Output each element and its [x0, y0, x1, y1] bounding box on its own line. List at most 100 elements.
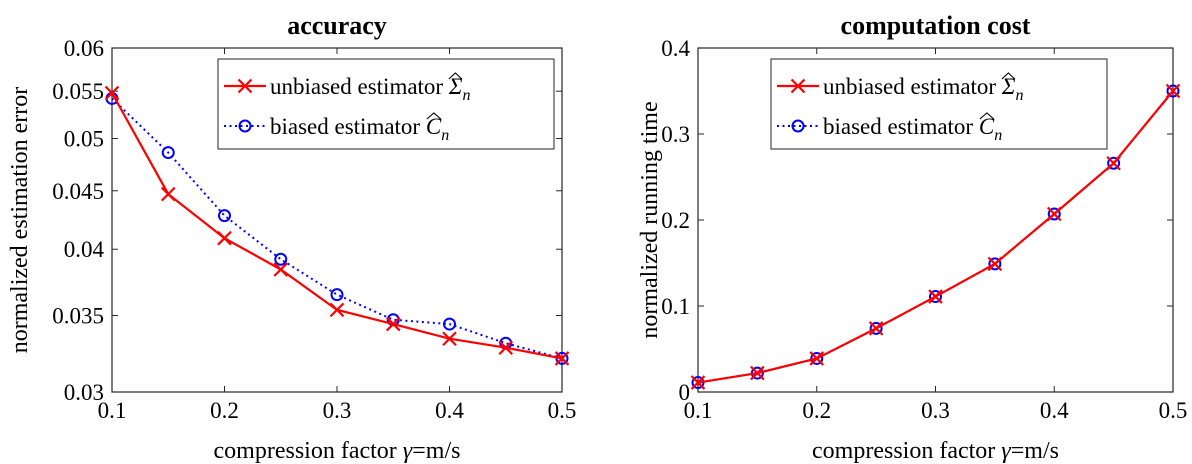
y-tick-label: 0.05: [64, 126, 104, 151]
legend-entry-subscript: n: [463, 87, 471, 104]
legend-entry-subscript: n: [1016, 87, 1024, 104]
data-point-circle: [443, 317, 456, 331]
x-axis-label: compression factor γ=m/s: [214, 438, 461, 464]
cross-stroke: [554, 351, 570, 366]
legend-entry-symbol: C: [979, 114, 995, 139]
cross-stroke: [104, 85, 120, 101]
data-point-cross: [868, 321, 884, 336]
x-tick-label: 0.1: [98, 398, 127, 423]
x-tick-label: 0.5: [548, 398, 577, 423]
y-axis-label: normalized estimation error: [7, 87, 33, 354]
y-tick-label: 0.035: [52, 303, 104, 328]
x-axis-label-symbol: γ: [403, 438, 413, 464]
cross-stroke: [329, 302, 345, 318]
chart-panel-1: 0.1 0.2 0.3 0.4 0.5 0.03 0.035 0.04 0.045 0.05 0.0…: [7, 11, 576, 464]
y-tick-label: 0.04: [64, 237, 105, 262]
y-tick-label: 0.045: [52, 179, 104, 204]
data-point-cross: [554, 351, 570, 366]
y-tick-label: 0: [679, 380, 691, 405]
chart-title: accuracy: [287, 11, 387, 40]
x-axis-label-suffix: =m/s: [1011, 438, 1059, 464]
data-point-circle: [929, 290, 942, 304]
data-point-cross: [1106, 155, 1121, 171]
y-tick-label: 0.03: [64, 380, 104, 405]
data-point-circle: [810, 351, 824, 365]
legend-entry-subscript: n: [994, 127, 1002, 144]
legend-entry-subscript: n: [441, 127, 449, 144]
legend-box: [770, 58, 1108, 150]
legend-entry-2: biased estimator Cn: [823, 114, 1002, 144]
data-point-cross: [217, 230, 232, 246]
data-point-cross: [987, 256, 1003, 272]
legend-entry-text: unbiased estimator: [270, 74, 449, 99]
legend-marker-circle: [238, 119, 252, 133]
x-axis-label-symbol: γ: [1001, 438, 1011, 464]
data-point-circle: [330, 288, 344, 302]
data-point-circle: [1166, 84, 1180, 98]
legend-marker-cross: [790, 78, 806, 94]
cross-stroke: [498, 340, 514, 355]
chart-panel-2: 0.1 0.2 0.3 0.4 0.500.10.20.30.4computation …: [637, 11, 1187, 464]
x-tick-label: 0.3: [921, 398, 950, 423]
cross-stroke: [1046, 206, 1062, 222]
legend-box: [217, 58, 555, 150]
legend-marker-cross: [237, 78, 253, 94]
data-point-cross: [160, 186, 176, 202]
legend-hat-accent: [1001, 72, 1016, 80]
cross-stroke: [273, 262, 289, 277]
cross-stroke: [868, 321, 884, 336]
cross-stroke: [217, 230, 232, 246]
y-tick-label: 0.4: [661, 36, 690, 61]
data-point-cross: [498, 340, 514, 355]
legend-hat-accent: [979, 112, 995, 120]
x-axis-label-suffix: =m/s: [412, 438, 460, 464]
data-point-cross: [329, 302, 345, 318]
x-tick-label: 0.5: [1159, 398, 1188, 423]
legend: unbiased estimator Σn biased estimator Cn: [770, 58, 1108, 150]
legend-entry-1: unbiased estimator Σn: [270, 74, 471, 104]
y-tick-label: 0.1: [661, 294, 690, 319]
legend-marker-circle: [791, 119, 805, 133]
legend-entry-text: biased estimator: [270, 114, 426, 139]
cross-stroke: [442, 331, 457, 346]
x-tick-label: 0.4: [1040, 398, 1069, 423]
y-tick-label: 0.055: [52, 79, 104, 104]
x-axis-label: compression factor γ=m/s: [812, 438, 1059, 464]
cross-stroke: [809, 351, 825, 366]
data-point-cross: [1165, 83, 1181, 99]
data-point-circle: [1047, 207, 1061, 221]
data-point-cross: [750, 365, 765, 381]
data-point-circle: [869, 321, 883, 335]
data-point-circle: [274, 252, 288, 266]
x-tick-label: 0.1: [684, 398, 713, 423]
legend-hat-accent: [426, 112, 442, 120]
x-tick-label: 0.4: [435, 398, 464, 423]
data-point-cross: [385, 316, 401, 332]
x-tick-label: 0.3: [323, 398, 352, 423]
data-point-cross: [442, 331, 457, 346]
y-tick-label: 0.2: [661, 208, 690, 233]
legend-entry-symbol: Σ: [1001, 74, 1016, 99]
data-point-circle: [218, 209, 231, 223]
legend-entry-2: biased estimator Cn: [270, 114, 449, 144]
cross-stroke: [1165, 83, 1181, 99]
cross-stroke: [1106, 155, 1121, 171]
x-axis-label-prefix: compression factor: [214, 438, 403, 464]
legend-entry-text: biased estimator: [823, 114, 979, 139]
data-point-circle: [988, 257, 1002, 271]
series-line-2: [111, 97, 563, 360]
data-point-circle: [161, 146, 175, 160]
data-point-circle: [1107, 156, 1121, 170]
data-point-cross: [273, 262, 289, 277]
cross-stroke: [690, 375, 706, 390]
legend-entry-symbol: C: [426, 114, 442, 139]
cross-stroke: [987, 256, 1003, 272]
cross-stroke: [928, 289, 943, 304]
legend-hat-accent: [448, 72, 463, 80]
y-tick-label: 0.3: [661, 122, 690, 147]
data-point-cross: [690, 375, 706, 390]
legend-entry-1: unbiased estimator Σn: [823, 74, 1024, 104]
legend-entry-symbol: Σ: [448, 74, 463, 99]
cross-stroke: [750, 365, 765, 381]
